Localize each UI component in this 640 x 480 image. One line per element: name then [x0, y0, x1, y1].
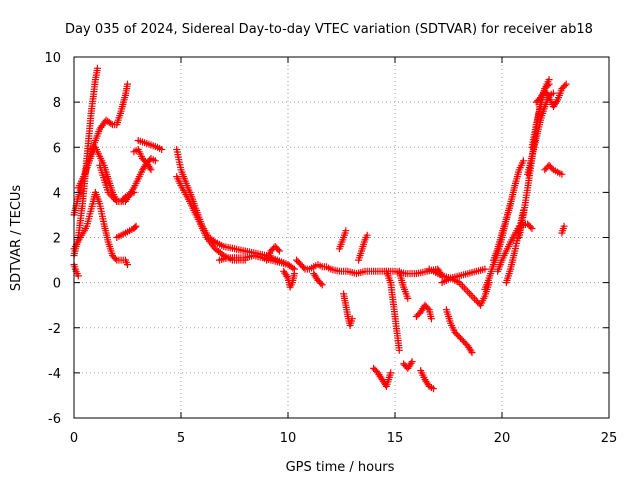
series-arc-l [216, 252, 298, 273]
data-markers [489, 157, 527, 264]
x-tick-label: 0 [70, 431, 78, 446]
data-markers [134, 137, 166, 153]
y-tick-label: 10 [44, 51, 61, 66]
data-markers [130, 146, 155, 174]
series-arc-ak [528, 76, 553, 151]
data-markers [216, 252, 298, 273]
series-arc-ae [489, 157, 527, 264]
data-markers [70, 261, 82, 280]
y-tick-label: -4 [48, 367, 61, 382]
data-markers [395, 267, 412, 302]
axis-ticks: 0 5 10 15 20 25 -6 -4 -2 0 2 4 6 8 10 [44, 51, 617, 446]
series-arc-t [370, 364, 395, 390]
series-arc-p [310, 270, 326, 289]
data-markers [310, 270, 326, 289]
x-tick-label: 5 [177, 431, 185, 446]
y-tick-label: 6 [53, 141, 61, 156]
series-arc-v [395, 267, 412, 302]
series-arc-s [355, 231, 371, 264]
y-tick-label: 4 [53, 186, 61, 201]
data-points [70, 64, 570, 393]
series-arc-n [280, 267, 298, 291]
data-markers [417, 367, 437, 393]
series-arc-f [113, 222, 140, 241]
data-markers [412, 301, 435, 323]
data-markers [438, 265, 489, 287]
chart-title: Day 035 of 2024, Sidereal Day-to-day VTE… [65, 22, 593, 37]
series-arc-q [335, 227, 350, 253]
series-arc-m [263, 243, 283, 264]
series-arc-aa [442, 306, 476, 357]
y-tick-label: -2 [48, 322, 61, 337]
data-markers [528, 76, 553, 151]
data-markers [558, 222, 568, 237]
x-tick-label: 20 [494, 431, 511, 446]
series-arc-r [340, 290, 356, 329]
y-tick-label: 2 [53, 232, 61, 247]
series-arc-i [134, 137, 166, 153]
data-markers [370, 364, 395, 390]
series-arc-w [400, 358, 416, 372]
y-tick-label: 8 [53, 96, 61, 111]
series-arc-al [541, 161, 566, 178]
series-arc-am [558, 222, 568, 237]
data-markers [280, 267, 298, 291]
x-tick-label: 15 [387, 431, 404, 446]
data-markers [113, 222, 140, 241]
data-markers [263, 243, 283, 264]
y-tick-label: 0 [53, 277, 61, 292]
series-arc-c [70, 261, 82, 280]
x-tick-label: 10 [280, 431, 297, 446]
data-markers [335, 227, 350, 253]
data-markers [355, 231, 371, 264]
series-arc-u [382, 267, 403, 354]
y-axis-label: SDTVAR / TECUs [9, 185, 24, 292]
data-markers [382, 267, 403, 354]
series-arc-ac [438, 265, 489, 287]
data-markers [442, 306, 476, 357]
data-markers [340, 290, 356, 329]
data-markers [541, 161, 566, 178]
data-markers [400, 358, 416, 372]
y-tick-label: -6 [48, 412, 61, 427]
x-axis-label: GPS time / hours [286, 460, 395, 475]
series-arc-y [417, 367, 437, 393]
series-arc-x [412, 301, 435, 323]
series-arc-h [130, 146, 155, 174]
x-tick-label: 25 [601, 431, 618, 446]
